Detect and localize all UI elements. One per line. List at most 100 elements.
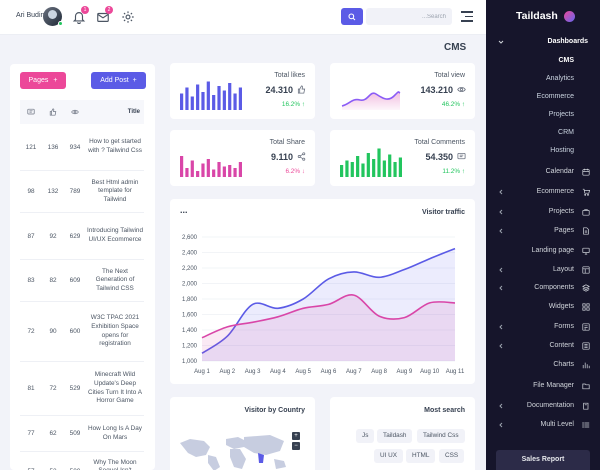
add-post-button[interactable]: Add Post + [91, 72, 146, 89]
post-title[interactable]: Introducing Tailwind UI/UX Ecommerce [86, 227, 143, 243]
spark-bar [217, 162, 221, 177]
sidebar-item-projects[interactable]: Projects [486, 206, 600, 220]
sidebar-item-charts[interactable]: Charts [486, 359, 600, 373]
sidebar-item-label: Ecommerce [536, 188, 574, 195]
sidebar-item-crm[interactable]: CRM [486, 127, 600, 141]
more-options-button[interactable]: ... [180, 205, 188, 215]
post-comments: 77 [27, 430, 35, 437]
total-likes-card: Total likes 24.310 16.2% ↑ [170, 63, 315, 119]
user-name[interactable]: Ari Budin [16, 12, 45, 19]
search-tag[interactable]: Js [356, 429, 375, 443]
table-row[interactable]: 87 92 629 Introducing Tailwind UI/UX Ecomme… [20, 213, 144, 260]
post-title[interactable]: How Long Is A Day On Mars [88, 424, 142, 441]
zoom-in-button[interactable]: + [292, 432, 300, 440]
mail-icon[interactable]: 2 [96, 6, 113, 24]
likes-bar-sparkline [180, 81, 242, 110]
stat-change: 16.2% ↑ [281, 101, 305, 108]
comments-column-icon[interactable] [20, 108, 42, 116]
spark-bar [228, 165, 232, 177]
sidebar-item-layout[interactable]: Layout [486, 264, 600, 278]
table-row[interactable]: 5752500 Why The Moon Sequel Isn't Happeni… [20, 452, 144, 470]
brand-logo-icon [564, 11, 575, 22]
plus-icon: + [53, 77, 58, 84]
post-title[interactable]: Why The Moon Sequel Isn't Happening [93, 458, 137, 470]
sidebar-item-widgets[interactable]: Widgets [486, 301, 600, 315]
post-likes: 92 [49, 232, 57, 240]
sidebar-item-content[interactable]: Content [486, 340, 600, 354]
world-map[interactable] [178, 431, 298, 470]
message-count: 2 [105, 6, 113, 14]
y-tick-label: 2,000 [182, 282, 198, 288]
sidebar-item-label: Pages [554, 227, 574, 234]
search-tag[interactable]: CSS [439, 449, 465, 463]
series-line[interactable] [201, 247, 456, 354]
post-comments: 83 [27, 277, 35, 284]
post-comments: 121 [25, 143, 37, 151]
post-title[interactable]: Minecraft Wild Update's Deep Cities Turn… [88, 371, 142, 405]
views-column-icon[interactable] [64, 108, 86, 116]
content-icon [582, 342, 590, 350]
y-tick-label: 1,400 [182, 328, 198, 334]
sidebar-item-pages[interactable]: Pages [486, 225, 600, 239]
zoom-out-button[interactable]: − [292, 442, 300, 450]
sidebar-item-calendar[interactable]: Calendar [486, 166, 600, 180]
likes-column-icon[interactable] [42, 108, 64, 116]
table-row[interactable]: 98 132 789 Best Html admin template for Tai… [20, 171, 144, 213]
sidebar-item-label: Dashboards [547, 38, 588, 45]
table-row[interactable]: 77 62 509 How Long Is A Day On Mars [20, 416, 144, 452]
search-tag[interactable]: UI UX [374, 449, 404, 463]
views-line-sparkline [341, 91, 401, 110]
spark-bar [345, 160, 349, 177]
sidebar-item-forms[interactable]: Forms [486, 321, 600, 335]
sidebar-item-file-manager[interactable]: File Manager [486, 380, 600, 394]
sidebar-item-documentation[interactable]: Documentation [486, 400, 600, 414]
table-header: Title [20, 100, 144, 124]
search-button[interactable] [341, 8, 363, 25]
sidebar-item-ecommerce[interactable]: Ecommerce [486, 91, 600, 105]
brand-name[interactable]: Taildash [516, 10, 558, 22]
online-status-dot [58, 21, 63, 26]
spark-bar [201, 92, 205, 110]
sidebar-item-landing-page[interactable]: Landing page [486, 245, 600, 259]
search-tag[interactable]: Tailwind Css [417, 429, 465, 443]
table-row[interactable]: 121 136 934 How to get started with ? Tailw… [20, 124, 144, 171]
sidebar-item-cms[interactable]: CMS [486, 55, 600, 69]
avatar[interactable] [43, 7, 62, 26]
list-icon [582, 421, 590, 429]
chevron-left-icon [498, 422, 504, 428]
title-column-header[interactable]: Title [127, 108, 140, 115]
table-row[interactable]: 72 90 600 W3C TPAC 2021 Exhibition Space op… [20, 302, 144, 362]
stat-title: Total Share [269, 139, 305, 146]
series-line[interactable] [201, 294, 456, 339]
gear-icon[interactable] [121, 10, 135, 24]
sidebar-item-analytics[interactable]: Analytics [486, 73, 600, 87]
sidebar-item-components[interactable]: Components [486, 282, 600, 296]
sales-report-button[interactable]: Sales Report [496, 450, 590, 470]
post-title[interactable]: W3C TPAC 2021 Exhibition Space opens for… [90, 314, 140, 348]
bell-icon[interactable]: 1 [72, 6, 89, 24]
sidebar-item-ecommerce[interactable]: Ecommerce [486, 186, 600, 200]
table-row[interactable]: 81 72 529 Minecraft Wild Update's Deep Citi… [20, 362, 144, 416]
search-tag[interactable]: HTML [406, 449, 436, 463]
post-views: 609 [69, 277, 81, 284]
sidebar-item-label: Forms [554, 323, 574, 330]
stat-value: 9.110 [270, 152, 293, 162]
search-tag[interactable]: Taildash [377, 429, 413, 443]
search-input[interactable] [366, 8, 452, 25]
sidebar-item-multi-level[interactable]: Multi Level [486, 419, 600, 433]
table-row[interactable]: 83 82 609 The Next Generation of Tailwind C… [20, 260, 144, 302]
cart-icon [582, 188, 590, 196]
sidebar-item-projects[interactable]: Projects [486, 109, 600, 123]
post-title[interactable]: How to get started with ? Tailwind Css [88, 138, 142, 154]
chart-title: Visitor traffic [421, 209, 465, 216]
post-title[interactable]: Best Html admin template for Tailwind [91, 178, 139, 203]
menu-toggle-button[interactable] [461, 11, 473, 22]
y-tick-label: 2,600 [182, 235, 198, 241]
sidebar-item-hosting[interactable]: Hosting [486, 145, 600, 159]
posts-rows: 121 136 934 How to get started with ? Tailw… [20, 124, 144, 470]
post-likes: 82 [49, 277, 57, 284]
post-title[interactable]: The Next Generation of Tailwind CSS [95, 267, 135, 292]
chevron-left-icon [498, 403, 504, 409]
sidebar-item-dashboards[interactable]: Dashboards [486, 36, 600, 50]
pages-button[interactable]: Pages + [20, 72, 66, 89]
